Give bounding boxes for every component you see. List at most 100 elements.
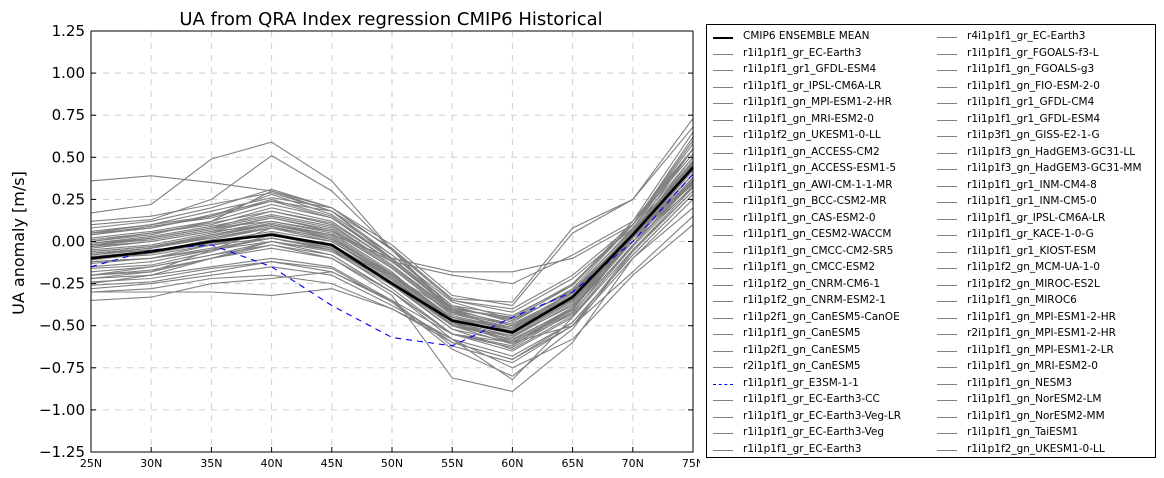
- legend-label: r1i1p1f2_gn_CNRM-ESM2-1: [743, 294, 886, 306]
- legend-swatch: [713, 169, 733, 170]
- legend-label: r1i1p2f1_gn_CanESM5: [743, 343, 861, 356]
- y-tick-label: 1.00: [52, 64, 85, 82]
- x-tick-label: 25N: [80, 457, 102, 470]
- y-tick-label: −1.00: [39, 401, 85, 419]
- ticks: −1.25 −1.00 −0.75 −0.50 −0.25 0.00 0.25 0.50 0.7…: [39, 22, 700, 470]
- legend-label: r1i1p1f1_gr_EC-Earth3-Veg-LR: [743, 409, 901, 422]
- legend-label: r1i1p1f1_gr_IPSL-CM6A-LR: [743, 79, 882, 92]
- legend-swatch: [937, 70, 957, 71]
- legend-label: r1i1p1f1_gn_CMCC-CM2-SR5: [743, 244, 894, 257]
- legend-swatch: [713, 449, 733, 451]
- legend-swatch: [937, 317, 957, 319]
- legend-swatch: [713, 268, 733, 269]
- legend-label: r1i1p1f1_gr1_GFDL-CM4: [967, 96, 1095, 108]
- legend-label: r1i1p1f1_gn_NorESM2-LM: [967, 393, 1102, 405]
- legend-swatch: [713, 416, 733, 418]
- legend-label: r1i1p1f1_gn_NESM3: [967, 376, 1073, 389]
- legend-label: r1i1p1f1_gr_FGOALS-f3-L: [967, 46, 1099, 59]
- legend-swatch: [937, 53, 957, 55]
- x-tick-label: 45N: [321, 457, 343, 470]
- legend-label: r1i1p1f1_gr_EC-Earth3-CC: [743, 393, 880, 405]
- legend-label: r1i1p1f1_gn_CAS-ESM2-0: [743, 211, 876, 224]
- legend-swatch: [713, 119, 733, 121]
- legend: CMIP6 ENSEMBLE MEAN r1i1p1f1_gr_EC-Earth3…: [706, 24, 1156, 458]
- series-line: [90, 118, 694, 307]
- legend-label: r1i1p1f1_gn_ACCESS-ESM1-5: [743, 162, 897, 174]
- legend-label: r1i1p1f2_gn_MIROC-ES2L: [967, 277, 1100, 290]
- x-tick-label: 75N: [682, 457, 700, 470]
- y-tick-label: 0.50: [52, 148, 85, 166]
- y-tick-label: −0.25: [39, 275, 85, 293]
- series-line: [90, 148, 694, 320]
- x-tick-label: 55N: [441, 457, 463, 470]
- legend-label: r1i1p1f1_gn_MPI-ESM1-2-HR: [743, 96, 892, 108]
- legend-swatch: [937, 185, 957, 187]
- x-tick-label: 60N: [501, 457, 523, 470]
- grid: [91, 31, 693, 452]
- x-tick-label: 40N: [260, 457, 282, 470]
- legend-label: r1i1p1f1_gn_MIROC6: [967, 294, 1077, 306]
- legend-swatch: [937, 235, 957, 236]
- legend-label: r1i1p1f1_gr1_INM-CM4-8: [967, 178, 1097, 191]
- series-line: [90, 185, 694, 350]
- legend-swatch: [937, 334, 957, 335]
- legend-label: r1i1p1f2_gn_UKESM1-0-LL: [743, 129, 881, 141]
- legend-swatch: [937, 433, 957, 434]
- x-tick-label: 50N: [381, 457, 403, 470]
- legend-label: r1i1p1f1_gr1_GFDL-ESM4: [743, 63, 877, 75]
- series-line: [90, 193, 694, 360]
- legend-swatch: [713, 37, 733, 39]
- legend-label: r2i1p1f1_gn_CanESM5: [743, 360, 861, 372]
- legend-label: r1i1p1f1_gr1_INM-CM5-0: [967, 195, 1097, 207]
- legend-swatch: [713, 86, 733, 88]
- legend-swatch: [937, 37, 957, 38]
- legend-swatch: [937, 86, 957, 88]
- legend-swatch: [713, 185, 733, 187]
- legend-swatch: [713, 53, 733, 55]
- legend-label: r1i1p1f3_gn_HadGEM3-GC31-LL: [967, 145, 1136, 158]
- x-tick-label: 35N: [200, 457, 222, 470]
- legend-swatch: [937, 350, 957, 352]
- legend-label: r1i1p1f1_gr1_KIOST-ESM: [967, 244, 1096, 257]
- series-line: [90, 148, 694, 313]
- legend-swatch: [713, 334, 733, 335]
- legend-label: r1i1p1f1_gr1_GFDL-ESM4: [967, 112, 1101, 125]
- legend-swatch: [937, 367, 957, 368]
- legend-label: r1i1p1f1_gn_CanESM5: [743, 327, 861, 339]
- legend-label: r1i1p1f1_gr_IPSL-CM6A-LR: [967, 211, 1106, 224]
- y-tick-label: 0.75: [52, 106, 85, 124]
- legend-swatch: [937, 268, 957, 269]
- legend-label: r1i1p1f1_gn_TaiESM1: [967, 426, 1079, 438]
- legend-label: r1i1p1f2_gn_UKESM1-0-LL: [967, 442, 1105, 455]
- legend-swatch: [713, 218, 733, 220]
- legend-label: r1i1p3f1_gn_GISS-E2-1-G: [967, 129, 1100, 141]
- chart-title: UA from QRA Index regression CMIP6 Histo…: [179, 9, 602, 30]
- legend-label: r1i1p1f3_gn_HadGEM3-GC31-MM: [967, 162, 1142, 174]
- legend-swatch: [937, 449, 957, 451]
- legend-swatch: [713, 350, 733, 352]
- legend-swatch: [713, 367, 733, 368]
- legend-swatch: [937, 416, 957, 418]
- y-tick-label: 1.25: [52, 22, 85, 40]
- series-line: [90, 148, 694, 320]
- legend-swatch: [937, 119, 957, 121]
- legend-swatch: [713, 433, 733, 434]
- legend-label: r1i1p1f1_gn_MRI-ESM2-0: [967, 360, 1098, 372]
- x-tick-label: 65N: [561, 457, 583, 470]
- legend-label: r1i1p1f2_gn_MCM-UA-1-0: [967, 261, 1100, 273]
- legend-label: r1i1p1f1_gn_FIO-ESM-2-0: [967, 79, 1100, 92]
- series-line: [90, 163, 694, 325]
- chart: UA from QRA Index regression CMIP6 Histo…: [9, 9, 700, 470]
- legend-swatch: [713, 103, 733, 104]
- series-layer: [90, 118, 694, 392]
- y-tick-label: −0.50: [39, 317, 85, 335]
- legend-swatch: [937, 400, 957, 401]
- legend-swatch: [937, 383, 957, 385]
- series-line: [91, 224, 694, 369]
- legend-label: r1i1p1f1_gr_KACE-1-0-G: [967, 228, 1094, 240]
- y-tick-label: −1.25: [39, 443, 85, 461]
- y-tick-label: 0.00: [52, 233, 85, 251]
- legend-swatch: [937, 169, 957, 170]
- series-line: [90, 126, 694, 303]
- legend-label: r1i1p1f1_gn_NorESM2-MM: [967, 409, 1105, 422]
